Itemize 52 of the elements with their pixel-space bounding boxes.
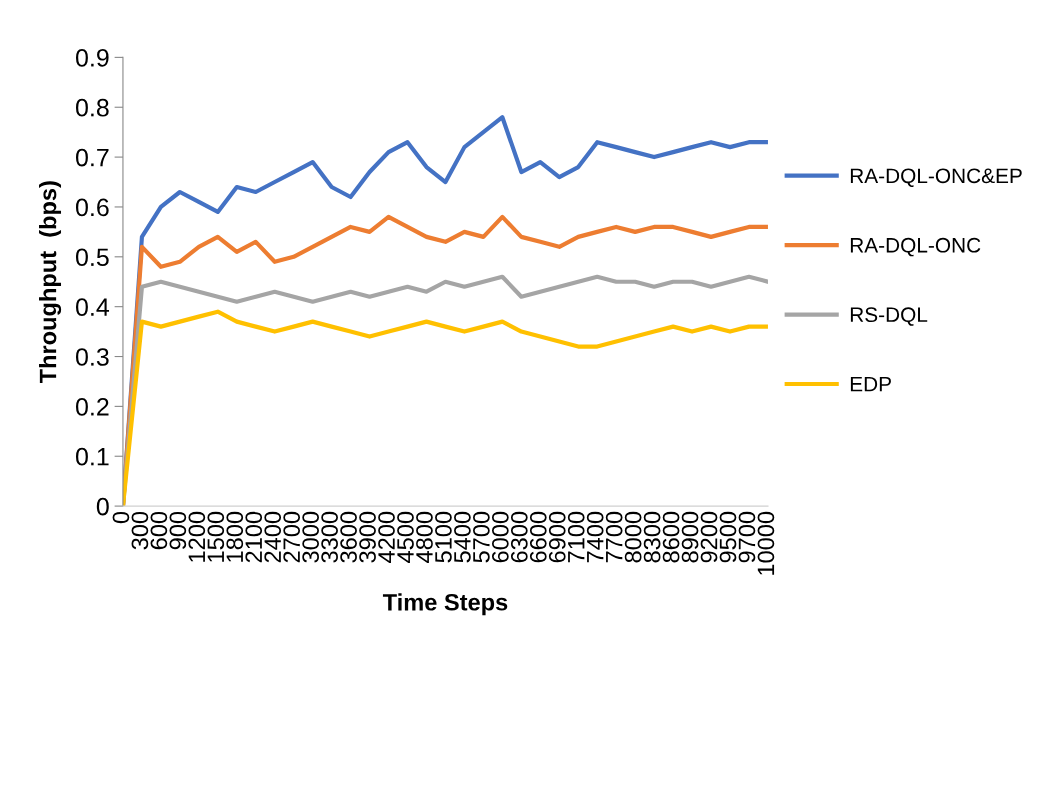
- x-tick-label: 4500: [397, 511, 414, 563]
- x-tick-label: 5400: [454, 511, 471, 563]
- y-tick-label: 0.5: [75, 248, 109, 267]
- x-tick-label: 6600: [529, 511, 547, 563]
- x-tick-label: 7700: [605, 511, 623, 563]
- legend-label: RS-DQL: [850, 307, 928, 326]
- y-tick-label: 0.9: [75, 48, 109, 67]
- x-tick-label: 1500: [207, 511, 225, 562]
- x-tick-label: 6300: [510, 511, 528, 563]
- line-series: [122, 309, 768, 507]
- legend-label: EDP: [850, 376, 891, 392]
- x-tick-label: 8600: [662, 511, 680, 563]
- x-tick-label: 6900: [548, 511, 566, 563]
- y-tick-label: 0.2: [75, 397, 109, 416]
- x-tick-label: 4200: [378, 511, 395, 563]
- y-tick-label: 0: [96, 497, 109, 516]
- x-tick-label: 2400: [264, 511, 282, 563]
- y-tick-label: 0.3: [75, 348, 109, 366]
- legend-label: RA-DQL-ONC: [850, 237, 981, 257]
- x-tick-label: 300: [131, 511, 149, 550]
- x-tick-label: 5100: [435, 511, 452, 563]
- x-tick-label: 6000: [491, 511, 509, 563]
- x-tick-label: 9200: [700, 511, 718, 563]
- x-tick-label: 4800: [416, 511, 433, 563]
- x-tick-label: 8300: [643, 511, 661, 563]
- x-tick-label: 8000: [624, 511, 642, 563]
- x-tick-label: 8900: [681, 511, 699, 563]
- y-axis-title: Throughput (bps): [39, 181, 62, 384]
- x-tick-label: 9500: [719, 511, 737, 563]
- x-tick-label: 2700: [283, 511, 301, 563]
- x-axis-title: Time Steps: [382, 593, 508, 616]
- y-tick-label: 0.7: [75, 148, 109, 167]
- x-tick-label: 3600: [340, 511, 357, 563]
- x-tick-label: 7100: [567, 511, 585, 563]
- x-tick-label: 0: [112, 511, 130, 524]
- x-tick-label: 3000: [302, 511, 319, 563]
- x-tick-label: 3900: [359, 511, 376, 563]
- y-tick-label: 0.8: [75, 98, 109, 117]
- x-tick-label: 7400: [586, 511, 604, 563]
- x-tick-label: 9700: [738, 511, 756, 563]
- x-tick-label: 3300: [321, 511, 338, 563]
- x-tick-label: 1200: [188, 511, 206, 562]
- x-tick-label: 600: [150, 511, 168, 550]
- x-tick-label: 5700: [473, 511, 490, 563]
- x-tick-label: 1800: [226, 511, 244, 562]
- y-tick-label: 0.1: [75, 447, 109, 466]
- y-tick-label: 0.6: [75, 198, 109, 217]
- legend-label: RA-DQL-ONC&EP: [850, 168, 1022, 187]
- x-tick-label: 900: [169, 511, 187, 550]
- x-tick-label: 10000: [757, 511, 775, 575]
- x-tick-label: 2100: [245, 511, 263, 563]
- y-tick-label: 0.4: [75, 298, 110, 316]
